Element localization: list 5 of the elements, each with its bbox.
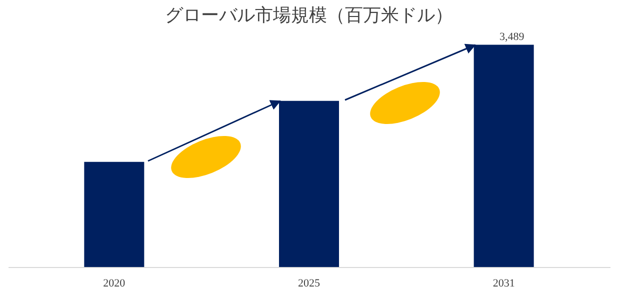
data-label: 3,489 [499, 30, 525, 43]
chart-title: グローバル市場規模（百万米ドル） [165, 5, 453, 25]
x-tick-label: 2031 [492, 278, 515, 290]
x-tick-label: 2020 [103, 278, 126, 290]
x-tick-label: 2025 [298, 278, 320, 290]
